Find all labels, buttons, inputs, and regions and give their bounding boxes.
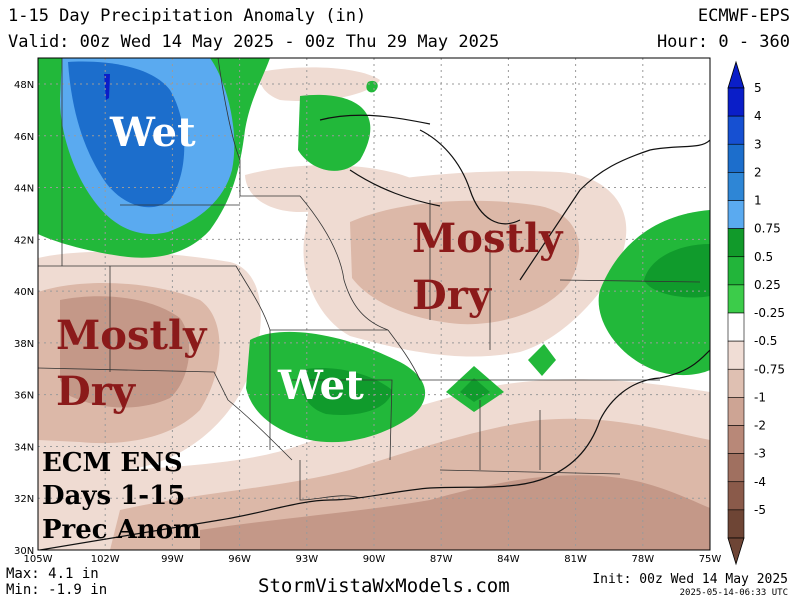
anomaly-field [38, 58, 710, 550]
wet-region-east-dark [644, 244, 710, 298]
legend-swatch [727, 368, 745, 398]
model-name: ECMWF-EPS [697, 6, 790, 26]
legend-swatch [727, 256, 745, 286]
legend-swatch [727, 115, 745, 145]
dry-region-east-mid [350, 200, 580, 325]
forecast-hours: Hour: 0 - 360 [656, 32, 790, 52]
lon-label: 93W [295, 554, 318, 565]
color-legend: 5 4 3 2 1 0.75 0.5 0.25 -0.25 -0.5 -0.75 -1 -2 -3 -4 -5 [727, 60, 785, 566]
legend-arrow-bottom [727, 537, 745, 566]
legend-swatch [727, 87, 745, 117]
label-wet-south: Wet [278, 362, 364, 409]
wet-region-upper-green [298, 94, 371, 171]
legend-level: 0.75 [754, 222, 781, 236]
lat-label: 36N [14, 391, 34, 402]
legend-level: 5 [754, 81, 762, 95]
latitude-labels: 48N 46N 44N 42N 40N 38N 36N 34N 32N 30N [14, 80, 34, 557]
label-mostly-west: Mostly [56, 312, 207, 359]
site-credit: StormVistaWxModels.com [258, 575, 510, 597]
lat-label: 48N [14, 80, 34, 91]
legend-swatch [727, 453, 745, 483]
legend-level: 1 [754, 194, 762, 208]
lon-label: 78W [631, 554, 654, 565]
legend-swatch [727, 228, 745, 258]
label-dry-west: Dry [56, 368, 136, 415]
legend-level: 0.5 [754, 250, 773, 264]
legend-level: -2 [754, 419, 766, 433]
lon-label: 102W [91, 554, 120, 565]
lon-label: 90W [363, 554, 386, 565]
dry-region-northwest [259, 67, 380, 102]
legend-swatch [727, 172, 745, 201]
dry-region-south-core [200, 475, 710, 550]
boundary-lines [38, 58, 701, 501]
lon-label: 96W [228, 554, 251, 565]
lat-label: 40N [14, 287, 34, 298]
wet-region-north-blue [68, 61, 185, 208]
lon-label: 81W [564, 554, 587, 565]
dry-region-north [245, 165, 420, 212]
wet-region-south-small-core [460, 378, 490, 402]
lon-label: 84W [497, 554, 520, 565]
legend-swatch [727, 340, 745, 370]
graticule [38, 58, 710, 550]
legend-swatch [727, 284, 745, 314]
legend-level: -0.5 [754, 334, 777, 348]
legend-level: -5 [754, 503, 766, 517]
legend-swatch [727, 509, 745, 539]
init-time: Init: 00z Wed 14 May 2025 [592, 572, 788, 587]
legend-swatch [727, 200, 745, 229]
max-value: Max: 4.1 in [6, 566, 99, 582]
legend-level: 2 [754, 165, 762, 179]
label-days: Days 1-15 [42, 481, 186, 511]
legend-arrow-top [727, 60, 745, 89]
label-dry-east: Dry [412, 272, 492, 319]
min-value: Min: -1.9 in [6, 582, 108, 598]
lon-label: 75W [699, 554, 722, 565]
generated-timestamp: 2025-05-14-06:33 UTC [679, 588, 788, 598]
longitude-labels: 105W 102W 99W 96W 93W 90W 87W 84W 81W 78W 75W [24, 554, 722, 565]
wet-region-north-darkblue [104, 74, 110, 100]
dry-region-west-core [60, 296, 190, 408]
lat-label: 44N [14, 184, 34, 195]
legend-swatch [727, 143, 745, 173]
legend-swatch [727, 425, 745, 454]
label-prec-anom: Prec Anom [42, 515, 201, 545]
lat-label: 46N [14, 132, 34, 143]
label-ecm-ens: ECM ENS [42, 448, 183, 478]
legend-level: -0.75 [754, 362, 785, 376]
lat-label: 30N [14, 546, 34, 557]
legend-level: -4 [754, 475, 766, 489]
lon-label: 87W [430, 554, 453, 565]
legend-level: -1 [754, 390, 766, 404]
legend-swatch [727, 397, 745, 426]
lon-label: 99W [161, 554, 184, 565]
coastline [39, 114, 710, 550]
legend-level: -3 [754, 447, 766, 461]
valid-period: Valid: 00z Wed 14 May 2025 - 00z Thu 29 … [8, 32, 500, 52]
wet-region-east-small [528, 344, 556, 376]
lat-label: 42N [14, 235, 34, 246]
legend-level: 4 [754, 109, 762, 123]
lat-label: 38N [14, 339, 34, 350]
lat-label: 32N [14, 494, 34, 505]
lon-label: 105W [24, 554, 53, 565]
legend-level: 0.25 [754, 278, 781, 292]
legend-swatch [727, 312, 745, 342]
map-title: 1-15 Day Precipitation Anomaly (in) [8, 6, 367, 26]
legend-swatch [727, 481, 745, 511]
lat-label: 34N [14, 442, 34, 453]
map-frame [37, 57, 711, 551]
legend-level: 3 [754, 137, 762, 151]
legend-level: -0.25 [754, 306, 785, 320]
label-mostly-east: Mostly [412, 215, 563, 262]
label-wet-north: Wet [110, 109, 196, 156]
